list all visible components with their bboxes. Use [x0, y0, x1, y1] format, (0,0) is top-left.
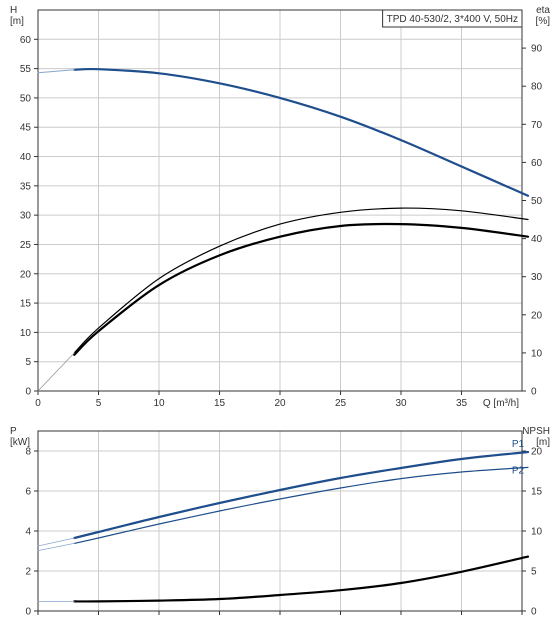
y-left-tick-label: 55: [20, 64, 32, 75]
y-left-tick-label: 50: [20, 93, 32, 104]
y-left-tick-label: 30: [20, 211, 32, 222]
y-left-tick-label: 4: [25, 527, 31, 538]
y-right-tick-label: 20: [531, 447, 543, 458]
x-axis-label: Q [m³/h]: [483, 398, 519, 409]
x-tick-label: 5: [96, 398, 102, 409]
y-left-tick-label: 0: [25, 387, 31, 398]
y-right-tick-label: 50: [531, 196, 543, 207]
head-efficiency-panel: 0510152025303540455055600102030405060708…: [10, 5, 550, 409]
series-label-p2: P2: [512, 465, 525, 476]
series-line-0-3: [73, 222, 530, 356]
y-right-tick-label: 40: [531, 234, 543, 245]
y-right-tick-label: 0: [531, 387, 537, 398]
y-left-tick-label: 25: [20, 240, 32, 251]
y-left-tick-label: 0: [25, 607, 31, 618]
y-right-tick-label: 10: [531, 348, 543, 359]
x-tick-label: 25: [335, 398, 347, 409]
y-left-tick-label: 8: [25, 447, 31, 458]
y-left-axis-unit: [m]: [10, 16, 24, 27]
chart-title: TPD 40-530/2, 3*400 V, 50Hz: [387, 14, 518, 25]
y-right-axis-label: eta: [536, 5, 550, 16]
y-left-axis-label: H: [10, 5, 17, 16]
x-tick-label: 30: [395, 398, 407, 409]
y-left-tick-label: 20: [20, 269, 32, 280]
y-right-tick-label: 10: [531, 527, 543, 538]
series-line-0-0: [73, 67, 530, 197]
y-right-tick-label: 20: [531, 310, 543, 321]
x-tick-label: 0: [35, 398, 41, 409]
y-right-tick-label: 90: [531, 44, 543, 55]
x-tick-label: 35: [456, 398, 468, 409]
x-tick-label: 10: [153, 398, 165, 409]
chart-title-box: [382, 9, 523, 28]
y-right-tick-label: 30: [531, 272, 543, 283]
power-npsh-panel: 0 2 4 6 8 0 5 10 15 20 P[kW] NPSH[m] P1 P2: [10, 426, 550, 618]
y-right-tick-label: 0: [531, 607, 537, 618]
y-left-tick-label: 15: [20, 299, 32, 310]
y-right-axis-unit: [%]: [536, 16, 551, 27]
series-line-0-4: [37, 352, 75, 392]
series-line-1-2: [37, 537, 75, 547]
x-tick-label: 15: [214, 398, 226, 409]
x-tick-label: 20: [274, 398, 286, 409]
series-line-p2: [73, 466, 529, 544]
series-line-1-4: [73, 555, 530, 603]
y-left-tick-label: 60: [20, 35, 32, 46]
y-left-tick-label: 45: [20, 123, 32, 134]
y-left-tick-label: 35: [20, 181, 32, 192]
y-right-tick-label: 80: [531, 82, 543, 93]
series-label-p1: P1: [512, 439, 525, 450]
y-left-tick-label: 40: [20, 152, 32, 163]
series-line-0-1: [37, 69, 75, 74]
y-left-tick-label: 5: [25, 357, 31, 368]
series-line-1-3: [37, 543, 75, 551]
series-line-p1: [73, 450, 530, 540]
y-right-tick-label: 60: [531, 158, 543, 169]
y-right-tick-label: 70: [531, 120, 543, 131]
y-right-axis-unit: [m]: [536, 437, 550, 448]
y-left-tick-label: 2: [25, 567, 31, 578]
y-right-tick-label: 15: [531, 487, 543, 498]
y-right-axis-label: NPSH: [522, 426, 550, 437]
series-line-0-2: [73, 207, 529, 354]
y-right-tick-label: 5: [531, 567, 537, 578]
y-left-tick-label: 6: [25, 487, 31, 498]
y-left-axis-label: P: [10, 426, 17, 437]
y-left-tick-label: 10: [20, 328, 32, 339]
y-left-axis-unit: [kW]: [10, 437, 30, 448]
